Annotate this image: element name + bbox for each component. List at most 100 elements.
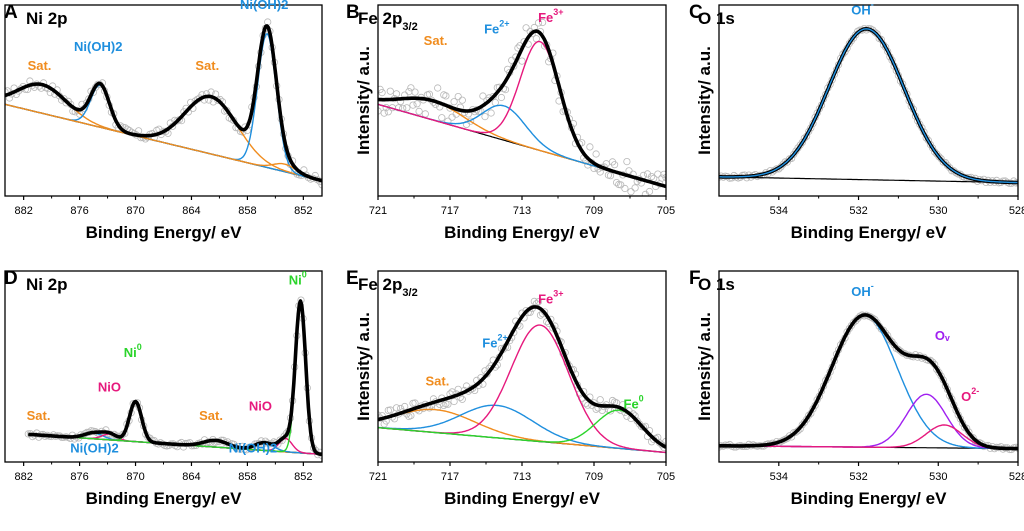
background-line bbox=[719, 176, 1018, 184]
raw-data-point bbox=[596, 396, 604, 404]
raw-data-point bbox=[610, 161, 619, 169]
envelope-fit bbox=[378, 29, 666, 189]
raw-data-point bbox=[584, 401, 592, 409]
x-tick-label: 721 bbox=[369, 471, 387, 483]
raw-data-point bbox=[454, 93, 462, 101]
raw-data-point bbox=[608, 396, 617, 405]
panel-letter: B bbox=[346, 2, 360, 23]
envelope-inner-component bbox=[719, 28, 1018, 184]
peak-fe3- bbox=[378, 324, 666, 454]
raw-data-point bbox=[421, 110, 429, 118]
panel-letter: D bbox=[4, 268, 18, 289]
raw-data-point bbox=[501, 86, 510, 94]
peak-ni0 bbox=[28, 299, 322, 455]
peak-sat- bbox=[5, 103, 322, 182]
peak-annotation: Ni(OH)2 bbox=[74, 39, 122, 54]
peak-annotation: NiO bbox=[98, 379, 121, 394]
x-tick-label: 852 bbox=[294, 205, 312, 217]
raw-data-point bbox=[487, 109, 495, 117]
panel-letter: C bbox=[689, 2, 703, 23]
x-tick-label: 530 bbox=[929, 205, 947, 217]
panel-letter: F bbox=[689, 268, 701, 289]
y-axis-label: Intensity/ a.u. bbox=[695, 46, 714, 155]
raw-data-point bbox=[798, 421, 806, 429]
x-tick-label: 870 bbox=[126, 471, 144, 483]
annotation-superscript: 2+ bbox=[499, 19, 509, 29]
raw-data-point bbox=[647, 173, 656, 181]
panel-letter: E bbox=[346, 268, 359, 289]
raw-data-point bbox=[394, 104, 403, 112]
x-axis-label: Binding Energy/ eV bbox=[791, 489, 948, 508]
plot-area bbox=[5, 18, 322, 189]
plot-frame bbox=[718, 270, 1019, 463]
raw-data-point bbox=[935, 153, 943, 161]
raw-data-point bbox=[658, 174, 666, 182]
x-tick-label: 858 bbox=[238, 471, 256, 483]
raw-data-point bbox=[401, 402, 409, 411]
raw-data-point bbox=[407, 411, 415, 420]
panel-C: 534 532 530 528 Binding Energy/ eV Intensity/… bbox=[689, 0, 1024, 242]
panel-title: Fe 2p3/2 bbox=[358, 275, 418, 299]
peak-annotation: Ni(OH)2 bbox=[240, 0, 288, 12]
peak-annotation: Fe3+ bbox=[538, 288, 563, 306]
annotation-superscript: 3+ bbox=[553, 288, 563, 298]
panel-F: 534 532 530 528 Binding Energy/ eV Intensity/… bbox=[689, 268, 1024, 508]
x-tick-label: 705 bbox=[657, 205, 675, 217]
raw-data-point bbox=[450, 98, 458, 106]
raw-data-point bbox=[405, 88, 413, 96]
x-tick-label: 705 bbox=[657, 471, 675, 483]
y-axis-label: Intensity/ a.u. bbox=[354, 312, 373, 421]
raw-data-point bbox=[413, 100, 421, 108]
peak-annotation: OH- bbox=[851, 0, 874, 18]
x-tick-label: 882 bbox=[14, 205, 32, 217]
raw-data-point bbox=[894, 345, 903, 354]
x-tick-label: 864 bbox=[182, 471, 200, 483]
raw-data-point bbox=[411, 88, 419, 96]
annotation-superscript: 0 bbox=[302, 269, 307, 279]
panel-title-subscript: 3/2 bbox=[402, 21, 417, 33]
x-axis-label: Binding Energy/ eV bbox=[86, 223, 243, 242]
raw-data-point bbox=[440, 401, 448, 409]
raw-data-point bbox=[392, 404, 401, 412]
raw-data-point bbox=[384, 108, 392, 116]
raw-data-point bbox=[444, 400, 452, 408]
raw-data-point bbox=[631, 184, 639, 192]
x-axis: 721 717 713 709 705 bbox=[369, 196, 675, 217]
raw-data-point bbox=[654, 170, 662, 178]
raw-data-point bbox=[890, 341, 898, 349]
raw-data-point bbox=[378, 107, 382, 115]
x-tick-label: 532 bbox=[849, 205, 867, 217]
raw-data-point bbox=[316, 177, 322, 185]
envelope-fit bbox=[27, 299, 322, 457]
panel-title: O 1s bbox=[698, 275, 735, 294]
panel-title-subscript: 3/2 bbox=[402, 287, 417, 299]
raw-data-point bbox=[586, 143, 594, 151]
panel-title: O 1s bbox=[698, 9, 735, 28]
peak-annotation: Sat. bbox=[425, 374, 449, 389]
raw-data-point bbox=[403, 104, 411, 112]
peak-annotation: Sat. bbox=[28, 58, 52, 73]
plot-frame bbox=[718, 4, 1019, 197]
raw-data-point bbox=[645, 187, 654, 196]
raw-data-point bbox=[407, 84, 415, 92]
x-tick-label: 876 bbox=[70, 205, 88, 217]
plot-area bbox=[24, 296, 322, 460]
peak-annotation: Sat. bbox=[199, 408, 223, 423]
raw-data-point bbox=[458, 96, 466, 104]
panel-letter: A bbox=[4, 2, 18, 23]
raw-data-point bbox=[5, 88, 9, 96]
raw-data-point bbox=[530, 297, 538, 305]
raw-data-point bbox=[849, 318, 858, 327]
x-axis: 721 717 713 709 705 bbox=[369, 462, 675, 483]
raw-data-points bbox=[24, 296, 322, 460]
raw-data-point bbox=[596, 168, 604, 176]
raw-data-point bbox=[481, 113, 489, 121]
raw-data-point bbox=[623, 158, 631, 166]
x-axis: 534 532 530 528 bbox=[770, 462, 1024, 483]
annotation-superscript: 2+ bbox=[497, 332, 507, 342]
peak-annotation: Sat. bbox=[424, 33, 448, 48]
x-tick-label: 713 bbox=[513, 471, 531, 483]
plot-area bbox=[378, 297, 666, 454]
